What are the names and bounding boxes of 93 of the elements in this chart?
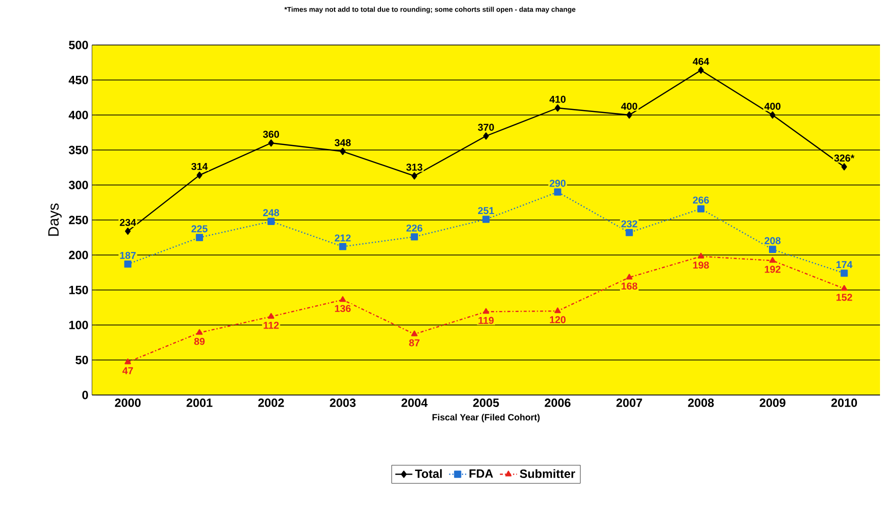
- point: [554, 307, 561, 314]
- point: [268, 313, 274, 319]
- point: [340, 148, 346, 155]
- data-label: 87: [409, 339, 420, 346]
- y-tick-label: 250: [68, 216, 88, 224]
- point: [124, 358, 132, 364]
- y-tick-label: 500: [68, 40, 88, 50]
- point: [840, 270, 848, 277]
- data-label: 225: [191, 225, 208, 232]
- data-label: 251: [478, 207, 494, 214]
- data-label: 266: [692, 196, 709, 204]
- data-label: 313: [406, 164, 422, 171]
- data-label: 89: [194, 338, 205, 345]
- data-label: 348: [334, 139, 351, 146]
- point: [196, 329, 203, 335]
- point: [626, 229, 633, 236]
- point: [698, 252, 704, 258]
- y-tick-label: 350: [68, 146, 88, 154]
- data-label: 112: [264, 322, 279, 329]
- y-tick-label: 300: [68, 180, 88, 190]
- point: [339, 243, 346, 250]
- point: [483, 132, 489, 140]
- point: [124, 228, 131, 235]
- data-label: 232: [621, 220, 638, 228]
- y-axis-title: Days: [48, 204, 62, 236]
- x-tick-label: 2006: [544, 398, 571, 407]
- data-label: 192: [764, 266, 780, 273]
- point: [268, 139, 274, 147]
- point: [410, 233, 418, 240]
- x-tick-label: 2010: [831, 398, 857, 407]
- point: [412, 172, 418, 180]
- x-tick-label: 2008: [688, 398, 714, 407]
- x-tick-label: 2002: [258, 398, 284, 407]
- point: [697, 205, 705, 212]
- point: [841, 163, 848, 170]
- legend-label: Submitter: [520, 469, 576, 478]
- x-tick-label: 2001: [186, 398, 212, 407]
- x-axis-title: Fiscal Year (Filed Cohort): [432, 414, 540, 422]
- point: [626, 274, 632, 280]
- data-label: 290: [550, 180, 566, 187]
- point: [770, 111, 776, 119]
- data-label: 370: [478, 124, 494, 131]
- point: [626, 111, 632, 119]
- point: [340, 296, 346, 302]
- data-label: 168: [622, 282, 638, 290]
- data-label: 464: [692, 58, 710, 66]
- data-label: 152: [836, 294, 852, 301]
- point: [196, 172, 202, 179]
- legend-label: FDA: [470, 469, 494, 478]
- y-tick-label: 400: [68, 110, 88, 120]
- point: [124, 260, 132, 268]
- x-tick-label: 2005: [473, 398, 499, 407]
- point: [196, 234, 204, 242]
- data-label: 410: [549, 96, 566, 103]
- point: [698, 66, 704, 74]
- data-label: 119: [478, 316, 494, 324]
- point: [268, 218, 275, 225]
- x-tick-label: 2000: [114, 398, 141, 407]
- y-tick-label: 150: [69, 286, 88, 294]
- x-tick-label: 2009: [760, 398, 786, 407]
- data-label: 226: [406, 224, 422, 232]
- data-label: 120: [550, 316, 566, 324]
- data-label: 314: [191, 162, 208, 170]
- point: [768, 246, 776, 253]
- point: [841, 285, 848, 291]
- data-label: 47: [122, 367, 133, 374]
- y-tick-label: 100: [69, 320, 88, 330]
- point: [554, 188, 562, 196]
- data-label: 136: [335, 304, 351, 312]
- data-label: 212: [334, 234, 351, 242]
- data-label: 326*: [834, 154, 854, 162]
- point: [482, 308, 490, 314]
- data-label: 187: [120, 252, 136, 259]
- data-label: 198: [693, 262, 709, 269]
- data-label: 400: [621, 102, 638, 110]
- data-label: 208: [764, 237, 781, 244]
- data-label: 400: [764, 102, 780, 110]
- x-tick-label: 2003: [330, 398, 356, 408]
- point: [769, 257, 776, 263]
- data-label: 234: [120, 218, 136, 226]
- y-tick-label: 50: [76, 356, 88, 364]
- data-label: 248: [263, 209, 280, 216]
- y-tick-label: 200: [68, 250, 88, 260]
- point: [411, 330, 418, 336]
- y-tick-label: 0: [82, 390, 88, 400]
- point: [554, 104, 560, 112]
- data-label: 174: [836, 261, 852, 268]
- y-tick-label: 450: [68, 76, 88, 84]
- x-tick-label: 2007: [616, 398, 642, 407]
- data-label: 360: [263, 130, 279, 138]
- legend-label: Total: [415, 469, 442, 478]
- point: [482, 216, 490, 223]
- x-tick-label: 2004: [401, 398, 428, 407]
